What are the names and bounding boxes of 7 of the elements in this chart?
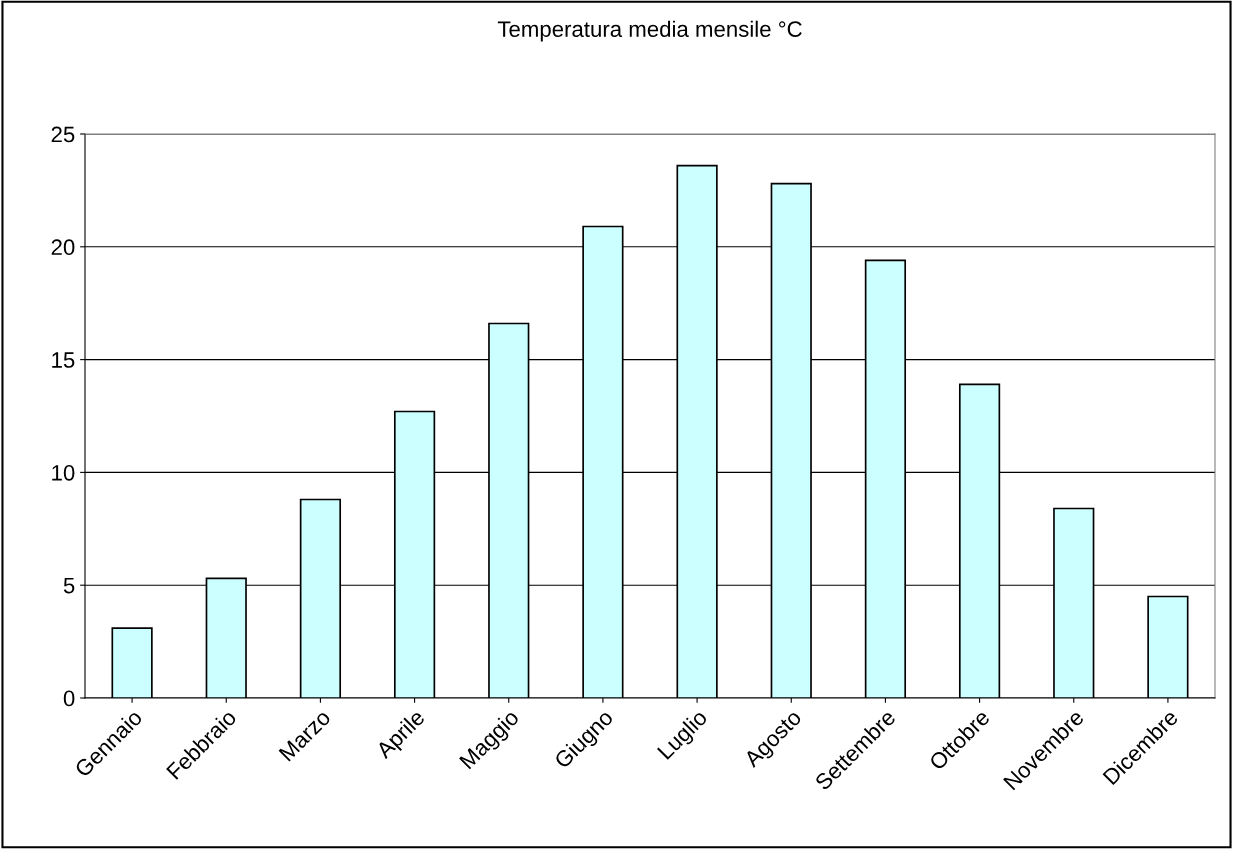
y-tick-label: 0 xyxy=(63,690,75,707)
y-tick-label: 25 xyxy=(51,126,75,143)
y-tick-label: 15 xyxy=(52,352,75,368)
y-tick-label: 5 xyxy=(63,577,75,594)
y-tick-label: 10 xyxy=(52,464,75,481)
y-tick-label: 20 xyxy=(51,239,75,256)
chart-title: Temperatura media mensile °C xyxy=(497,20,802,42)
